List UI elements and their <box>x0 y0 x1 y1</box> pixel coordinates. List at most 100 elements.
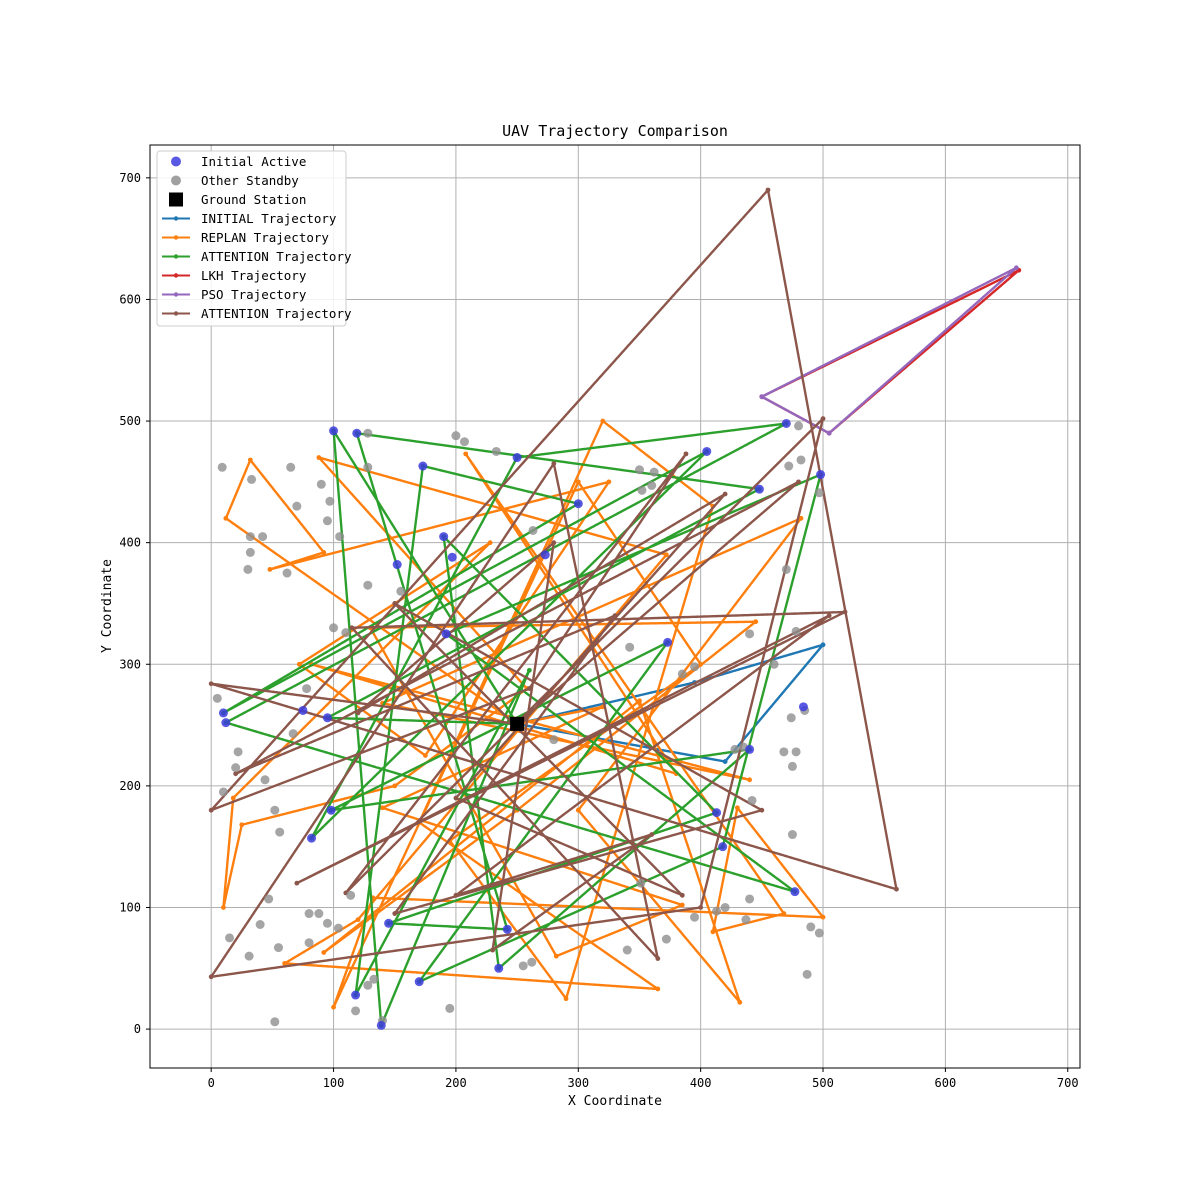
series-marker <box>551 461 557 467</box>
series-marker <box>759 394 765 400</box>
y-tick-label: 700 <box>119 171 141 185</box>
x-tick-label: 500 <box>812 1076 834 1090</box>
series-marker <box>526 686 532 691</box>
standby-point <box>288 729 298 739</box>
series-line <box>209 188 898 978</box>
active-point <box>573 499 583 509</box>
x-tick-label: 200 <box>445 1076 467 1090</box>
standby-point <box>325 496 335 506</box>
series-marker <box>759 807 765 813</box>
active-point <box>512 453 522 463</box>
standby-point <box>518 961 528 971</box>
legend-entry: REPLAN Trajectory <box>162 230 329 245</box>
x-axis-label: X Coordinate <box>568 1094 662 1109</box>
standby-point <box>363 428 373 438</box>
series-marker <box>796 479 801 485</box>
series-marker <box>321 549 327 555</box>
series-marker <box>612 613 618 619</box>
active-point <box>392 560 402 570</box>
standby-point <box>245 532 255 542</box>
series-line <box>760 266 1018 435</box>
standby-point <box>322 516 332 526</box>
active-point <box>447 552 457 562</box>
legend-box <box>156 150 347 327</box>
tick-labels: 0 100 200 300 400 500 600 700 0 100 200 300 400 500 60… <box>119 171 1078 1090</box>
active-point <box>439 532 449 542</box>
series-marker <box>233 771 239 777</box>
standby-point <box>322 918 332 928</box>
series-marker <box>649 832 655 837</box>
standby-point <box>302 684 312 694</box>
series-marker <box>637 698 642 704</box>
chart-title: UAV Trajectory Comparison <box>502 122 728 140</box>
standby-point <box>637 485 647 495</box>
ground-station-marker <box>510 716 525 731</box>
series-4 <box>759 265 1019 436</box>
y-tick-label: 500 <box>119 414 141 428</box>
standby-point <box>218 787 228 797</box>
standby-point <box>677 669 687 679</box>
standby-point <box>781 564 791 574</box>
y-tick-label: 600 <box>119 292 141 306</box>
series-marker <box>230 795 236 801</box>
legend-entry: Initial Active <box>171 154 306 169</box>
standby-point <box>647 481 657 491</box>
series-marker <box>392 911 398 916</box>
active-point <box>376 1020 386 1030</box>
series-marker <box>551 540 557 546</box>
series-marker <box>679 902 685 908</box>
series-marker <box>781 911 787 916</box>
standby-point <box>286 462 296 472</box>
series-marker <box>355 917 361 923</box>
active-point <box>298 705 308 715</box>
series-marker <box>208 807 214 813</box>
standby-point <box>346 890 356 900</box>
standby-point <box>233 747 243 757</box>
legend-label: ATTENTION Trajectory <box>201 249 352 264</box>
series-marker <box>683 451 689 457</box>
active-point <box>221 718 231 728</box>
series-marker <box>453 795 459 801</box>
legend-entry: INITIAL Trajectory <box>162 211 337 226</box>
standby-point <box>264 894 274 904</box>
standby-point <box>459 437 469 447</box>
legend-swatch <box>171 175 181 186</box>
active-point <box>540 550 550 560</box>
series-marker <box>553 953 559 959</box>
uav-points <box>212 418 826 1030</box>
y-tick-label: 200 <box>119 779 141 793</box>
series-marker <box>1013 265 1019 271</box>
standby-point <box>245 547 255 557</box>
standby-point <box>244 951 254 961</box>
standby-point <box>363 580 373 590</box>
series-marker <box>655 986 661 992</box>
series-marker <box>737 999 743 1005</box>
standby-point <box>636 878 646 888</box>
x-tick-label: 100 <box>323 1076 345 1090</box>
series-marker <box>894 886 899 892</box>
legend-swatch-marker <box>173 273 179 278</box>
standby-point <box>802 969 812 979</box>
standby-point <box>787 830 797 840</box>
standby-point <box>491 446 501 456</box>
series-marker <box>753 619 759 625</box>
standby-point <box>329 623 339 633</box>
legend-swatch-marker <box>173 254 179 259</box>
series-marker <box>392 783 398 789</box>
active-point <box>329 426 339 436</box>
standby-point <box>275 827 285 837</box>
series-marker <box>747 777 753 783</box>
standby-point <box>304 909 314 919</box>
standby-point <box>212 693 222 703</box>
series-marker <box>321 950 327 955</box>
series-marker <box>698 661 704 667</box>
legend-entry: Other Standby <box>171 173 299 188</box>
active-point <box>322 713 332 723</box>
series-marker <box>294 880 300 886</box>
standby-point <box>292 501 302 511</box>
legend-entry: Ground Station <box>169 192 306 207</box>
legend-entry: ATTENTION Trajectory <box>162 306 352 321</box>
standby-point <box>217 462 227 472</box>
series-marker <box>820 642 826 648</box>
